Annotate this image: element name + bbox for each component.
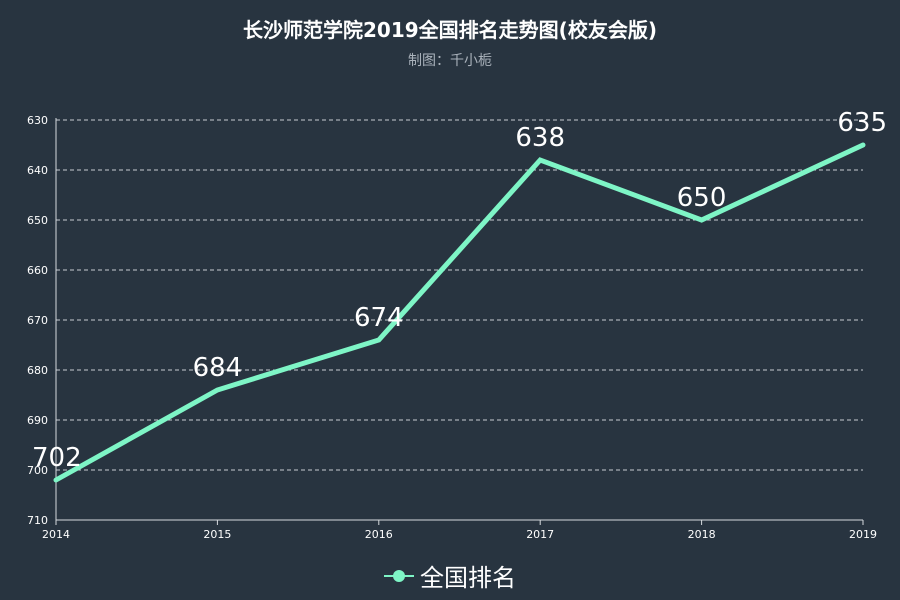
chart-title: 长沙师范学院2019全国排名走势图(校友会版): [243, 18, 657, 42]
legend-label: 全国排名: [420, 564, 516, 592]
series-line: [53, 142, 866, 483]
data-label: 702: [32, 443, 82, 473]
y-tick-label: 690: [27, 414, 48, 427]
data-label: 684: [193, 353, 243, 383]
x-tick-label: 2017: [526, 528, 554, 541]
y-tick-label: 630: [27, 114, 48, 127]
x-tick-label: 2015: [203, 528, 231, 541]
x-tick-label: 2016: [365, 528, 393, 541]
y-tick-label: 670: [27, 314, 48, 327]
x-tick-label: 2014: [42, 528, 70, 541]
data-label: 635: [837, 108, 887, 138]
legend[interactable]: 全国排名: [0, 558, 900, 593]
y-tick-label: 700: [27, 464, 48, 477]
legend-swatch: [384, 569, 414, 582]
x-tick-label: 2018: [688, 528, 716, 541]
y-tick-label: 640: [27, 164, 48, 177]
y-tick-label: 710: [27, 514, 48, 527]
x-tick-label: 2019: [849, 528, 877, 541]
data-label: 650: [677, 183, 727, 213]
data-label: 638: [515, 123, 565, 153]
data-label: 674: [354, 303, 404, 333]
y-tick-label: 660: [27, 264, 48, 277]
chart-subtitle: 制图：千小栀: [408, 53, 492, 69]
y-tick-label: 650: [27, 214, 48, 227]
y-tick-label: 680: [27, 364, 48, 377]
